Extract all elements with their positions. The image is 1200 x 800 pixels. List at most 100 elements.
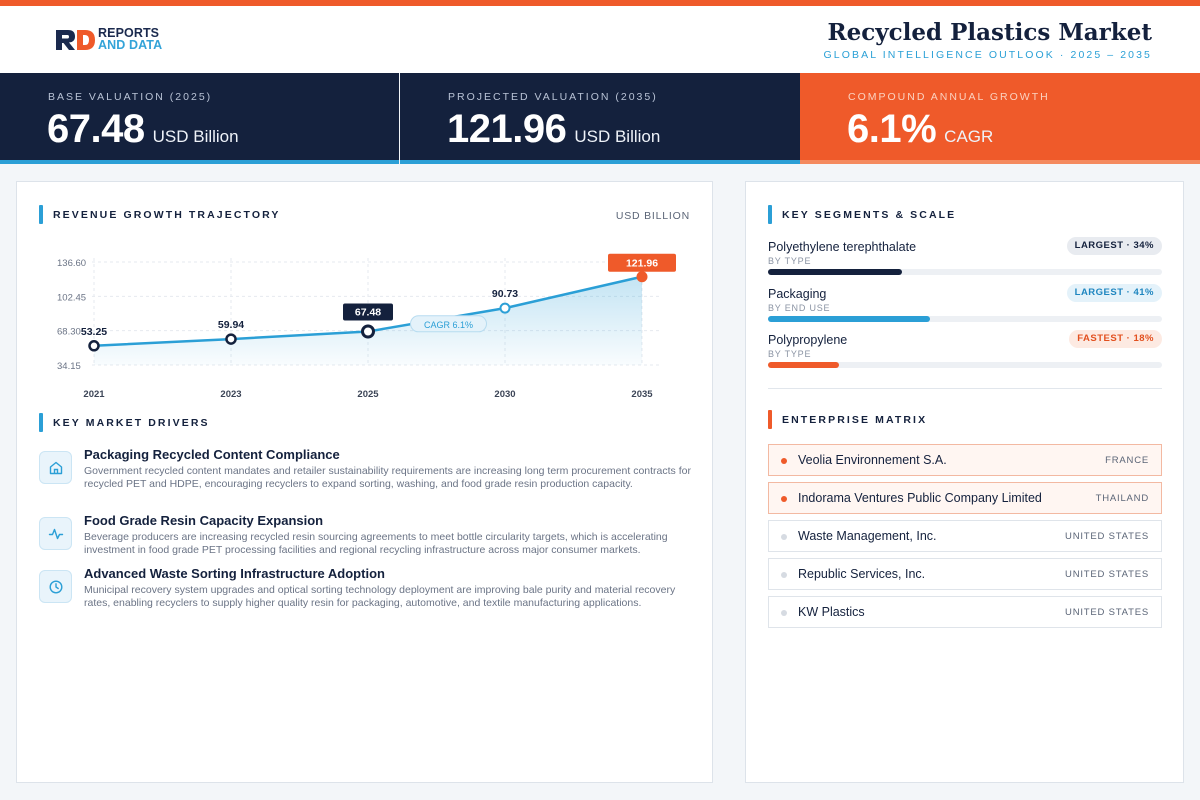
enterprise-country: UNITED STATES — [1065, 607, 1149, 618]
section-title: KEY SEGMENTS & SCALE — [782, 209, 957, 221]
data-point — [361, 324, 375, 339]
data-point — [499, 302, 511, 314]
driver-description: Beverage producers are increasing recycl… — [84, 531, 668, 556]
section-accent-bar — [768, 410, 772, 429]
driver-description: Municipal recovery system upgrades and o… — [84, 584, 676, 609]
enterprise-row[interactable]: Waste Management, Inc. UNITED STATES — [768, 520, 1162, 552]
status-dot — [781, 534, 787, 540]
data-label: 67.48 — [355, 306, 381, 318]
kpi-cagr: COMPOUND ANNUAL GROWTH 6.1% CAGR — [800, 73, 1200, 164]
segments-panel: KEY SEGMENTS & SCALE Polyethylene tereph… — [745, 181, 1184, 783]
divider — [768, 388, 1162, 389]
y-tick-label: 68.30 — [57, 327, 81, 338]
enterprise-row[interactable]: Indorama Ventures Public Company Limited… — [768, 482, 1162, 514]
segment-bar-fill — [768, 316, 930, 322]
activity-icon — [39, 517, 72, 550]
kpi-value-row: 6.1% CAGR — [847, 107, 993, 152]
kpi-row: BASE VALUATION (2025) 67.48 USD Billion P… — [0, 73, 1200, 164]
revenue-chart: 34.15 68.30 102.45 136.60 CAGR 6.1% 53.25 2021… — [57, 253, 676, 400]
status-dot — [781, 496, 787, 502]
logo-wordmark: REPORTS AND DATA — [98, 26, 162, 52]
segment-type: BY END USE — [768, 303, 831, 313]
top-accent-bar — [0, 0, 1200, 6]
page-title: Recycled Plastics Market — [827, 19, 1152, 46]
segment-type: BY TYPE — [768, 256, 812, 266]
page-subtitle: GLOBAL INTELLIGENCE OUTLOOK · 2025 – 203… — [823, 49, 1152, 61]
x-tick-label: 2023 — [220, 389, 241, 400]
y-tick-label: 136.60 — [57, 258, 86, 269]
kpi-value-row: 67.48 USD Billion — [47, 107, 239, 152]
section-title: REVENUE GROWTH TRAJECTORY — [53, 209, 281, 221]
segment-track — [768, 362, 1162, 368]
kpi-label: PROJECTED VALUATION (2035) — [448, 91, 658, 103]
segment-badge: LARGEST · 41% — [1066, 284, 1162, 302]
data-point — [88, 340, 100, 352]
driver-item[interactable]: Packaging Recycled Content Compliance Go… — [39, 447, 699, 511]
data-label: 121.96 — [626, 258, 658, 270]
enterprise-country: THAILAND — [1095, 493, 1149, 504]
y-tick-label: 102.45 — [57, 292, 86, 303]
segment-badge: LARGEST · 34% — [1066, 237, 1162, 255]
data-label: 59.94 — [218, 319, 244, 331]
enterprise-row[interactable]: Veolia Environnement S.A. FRANCE — [768, 444, 1162, 476]
segment-track — [768, 316, 1162, 322]
segment-type: BY TYPE — [768, 349, 812, 359]
kpi-label: COMPOUND ANNUAL GROWTH — [848, 91, 1050, 103]
home-icon — [39, 451, 72, 484]
header: REPORTS AND DATA Recycled Plastics Marke… — [0, 6, 1200, 73]
kpi-value: 121.96 — [447, 107, 567, 151]
cagr-annotation: CAGR 6.1% — [424, 320, 473, 330]
driver-item[interactable]: Food Grade Resin Capacity Expansion Beve… — [39, 513, 699, 563]
driver-item[interactable]: Advanced Waste Sorting Infrastructure Ad… — [39, 566, 699, 630]
driver-title: Food Grade Resin Capacity Expansion — [84, 513, 324, 528]
data-label: 90.73 — [492, 288, 518, 300]
chart-unit-label: USD BILLION — [615, 210, 690, 222]
kpi-unit: USD Billion — [574, 127, 661, 146]
driver-title: Advanced Waste Sorting Infrastructure Ad… — [84, 566, 385, 581]
enterprise-row[interactable]: KW Plastics UNITED STATES — [768, 596, 1162, 628]
section-title: KEY MARKET DRIVERS — [53, 417, 210, 429]
driver-description: Government recycled content mandates and… — [84, 465, 691, 490]
x-tick-label: 2021 — [83, 389, 105, 400]
logo-line-1: REPORTS — [98, 26, 160, 40]
data-label-box — [608, 253, 676, 272]
section-title: ENTERPRISE MATRIX — [782, 414, 928, 426]
brand-logo[interactable]: REPORTS AND DATA — [54, 27, 184, 53]
x-tick-label: 2030 — [494, 389, 515, 400]
segment-track — [768, 269, 1162, 275]
data-label: 53.25 — [81, 326, 107, 338]
enterprise-country: UNITED STATES — [1065, 531, 1149, 542]
segment-name: Polyethylene terephthalate — [768, 240, 917, 254]
segment-item[interactable]: Polypropylene BY TYPE FASTEST · 18% — [768, 330, 1162, 375]
clock-icon — [39, 570, 72, 603]
x-tick-label: 2035 — [631, 389, 653, 400]
section-accent-bar — [768, 205, 772, 224]
segment-bar-fill — [768, 362, 839, 368]
section-accent-bar — [39, 205, 43, 224]
segment-bar-fill — [768, 269, 902, 275]
kpi-value: 6.1% — [847, 107, 937, 151]
status-dot — [781, 572, 787, 578]
data-point — [636, 271, 648, 283]
enterprise-name: Republic Services, Inc. — [798, 567, 926, 581]
kpi-value-row: 121.96 USD Billion — [447, 107, 660, 152]
logo-mark-icon — [56, 30, 95, 50]
y-tick-label: 34.15 — [57, 361, 81, 372]
kpi-unit: CAGR — [944, 127, 994, 146]
revenue-panel: REVENUE GROWTH TRAJECTORY USD BILLION 34… — [16, 181, 713, 783]
segment-name: Polypropylene — [768, 333, 848, 347]
kpi-base-valuation: BASE VALUATION (2025) 67.48 USD Billion — [0, 73, 399, 164]
enterprise-name: Waste Management, Inc. — [798, 529, 937, 543]
segment-item[interactable]: Packaging BY END USE LARGEST · 41% — [768, 284, 1162, 329]
section-accent-bar — [39, 413, 43, 432]
enterprise-country: FRANCE — [1105, 455, 1149, 466]
enterprise-name: Indorama Ventures Public Company Limited — [798, 491, 1042, 505]
cagr-annotation-pill — [410, 315, 487, 333]
segment-item[interactable]: Polyethylene terephthalate BY TYPE LARGE… — [768, 237, 1162, 282]
kpi-label: BASE VALUATION (2025) — [48, 91, 213, 103]
kpi-projected-valuation: PROJECTED VALUATION (2035) 121.96 USD Bil… — [400, 73, 800, 164]
status-dot — [781, 458, 787, 464]
enterprise-row[interactable]: Republic Services, Inc. UNITED STATES — [768, 558, 1162, 590]
segment-badge: FASTEST · 18% — [1069, 330, 1162, 348]
enterprise-country: UNITED STATES — [1065, 569, 1149, 580]
